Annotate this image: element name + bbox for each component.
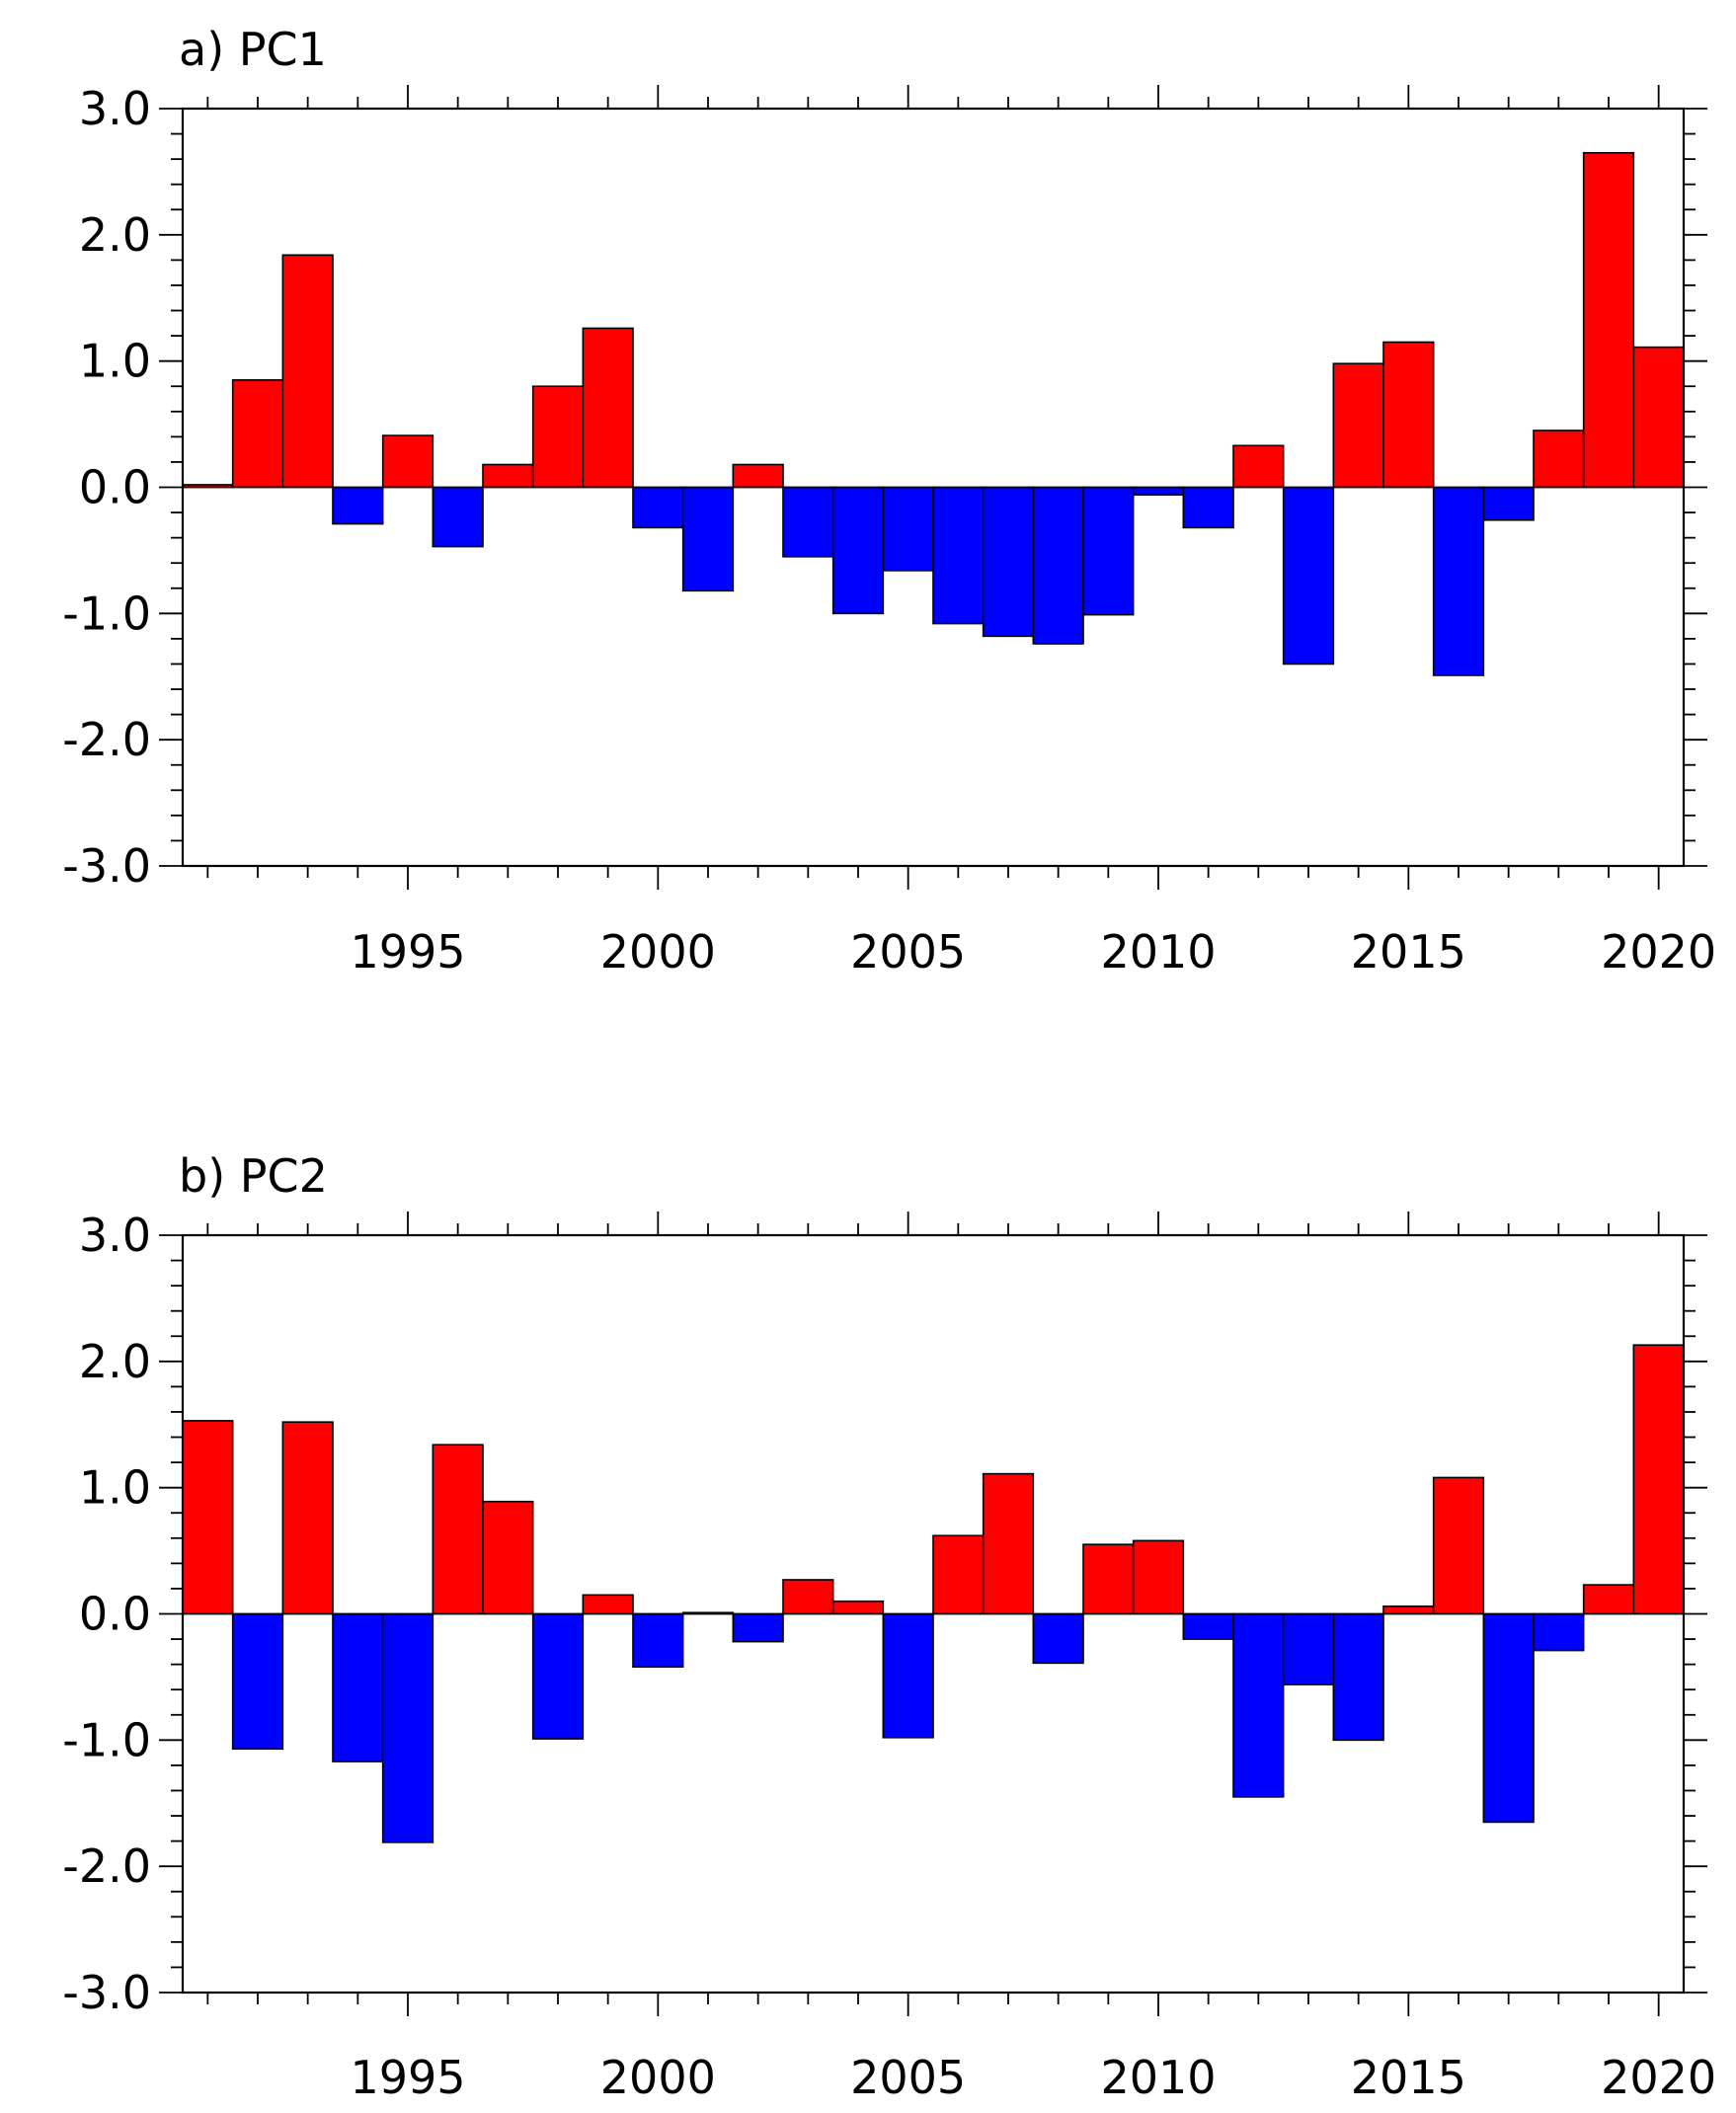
- bar-1996: [432, 1444, 484, 1615]
- x-tick-label: 2000: [600, 925, 716, 978]
- bar-1993: [281, 1421, 334, 1615]
- bar-1998: [531, 385, 585, 489]
- bar-1997: [482, 1500, 534, 1615]
- x-tick-label: 2005: [850, 925, 966, 978]
- bar-2013: [1282, 1612, 1335, 1685]
- bar-2011: [1182, 486, 1234, 529]
- bar-2010: [1132, 1539, 1185, 1615]
- bar-1996: [432, 486, 484, 548]
- x-tick-label: 2020: [1601, 925, 1716, 978]
- panel-title-pc1: a) PC1: [179, 23, 327, 76]
- x-tick-label: 2005: [850, 2051, 966, 2104]
- bar-2005: [882, 1612, 934, 1739]
- bar-2015: [1382, 341, 1435, 489]
- bar-1992: [231, 1612, 284, 1751]
- y-ticks: 3.0 2.0 1.0 0.0 -1.0 -2.0 -3.0: [62, 1209, 1707, 2019]
- x-tick-label: 2015: [1351, 925, 1466, 978]
- bar-2019: [1582, 151, 1635, 489]
- bar-2012: [1232, 444, 1285, 489]
- y-tick-label: -2.0: [62, 1839, 151, 1893]
- y-tick-label: 1.0: [79, 1461, 151, 1515]
- bar-2009: [1082, 1543, 1135, 1615]
- bar-2020: [1632, 1344, 1685, 1615]
- bar-2003: [782, 486, 834, 558]
- bar-2020: [1632, 346, 1685, 489]
- bar-2000: [632, 486, 684, 529]
- bar-2009: [1082, 486, 1135, 616]
- bar-2015: [1382, 1605, 1435, 1615]
- bar-2011: [1182, 1612, 1234, 1640]
- y-tick-label: 1.0: [79, 335, 151, 388]
- bar-2002: [732, 1612, 784, 1643]
- bar-1991: [182, 1420, 234, 1615]
- bar-2012: [1232, 1612, 1285, 1798]
- bar-2006: [932, 486, 985, 625]
- bar-2005: [882, 486, 934, 572]
- bar-2001: [681, 486, 735, 592]
- bar-2010: [1132, 486, 1185, 496]
- y-tick-label: -1.0: [62, 587, 151, 640]
- bar-2014: [1332, 362, 1384, 489]
- bar-2013: [1282, 486, 1335, 665]
- x-tick-label: 1995: [350, 925, 465, 978]
- y-tick-label: 0.0: [79, 461, 151, 514]
- x-ticks: 1995 2000 2005 2010 2015 2020: [206, 1212, 1716, 2104]
- panel-pc2: b) PC2 3.0 2.0 1.0 0.0 -1.0 -2.0 -3.0 1995 2000 2…: [62, 1149, 1716, 2104]
- bar-2004: [831, 1600, 885, 1615]
- x-ticks: 1995 2000 2005 2010 2015 2020: [206, 85, 1716, 978]
- x-tick-label: 2010: [1100, 2051, 1216, 2104]
- bar-2016: [1432, 486, 1485, 676]
- bar-2008: [1032, 486, 1084, 645]
- bars: [182, 151, 1685, 676]
- x-tick-label: 2020: [1601, 2051, 1716, 2104]
- bar-1995: [381, 434, 434, 489]
- bar-1998: [531, 1612, 585, 1740]
- y-tick-label: 2.0: [79, 1335, 151, 1388]
- bar-2007: [982, 1472, 1035, 1615]
- y-tick-label: 3.0: [79, 82, 151, 135]
- bar-1999: [582, 1594, 634, 1615]
- bar-2002: [732, 463, 784, 489]
- y-tick-label: 2.0: [79, 208, 151, 262]
- bar-2017: [1482, 1612, 1535, 1824]
- bar-2003: [782, 1579, 834, 1615]
- x-tick-label: 2000: [600, 2051, 716, 2104]
- y-tick-label: -2.0: [62, 713, 151, 766]
- bar-2007: [982, 486, 1035, 638]
- y-tick-label: -3.0: [62, 839, 151, 893]
- bar-1997: [482, 463, 534, 489]
- bar-1995: [381, 1612, 434, 1843]
- y-ticks: 3.0 2.0 1.0 0.0 -1.0 -2.0 -3.0: [62, 82, 1707, 893]
- x-tick-label: 2015: [1351, 2051, 1466, 2104]
- x-tick-label: 2010: [1100, 925, 1216, 978]
- y-tick-label: 3.0: [79, 1209, 151, 1262]
- panel-title-pc2: b) PC2: [179, 1149, 328, 1203]
- bar-2017: [1482, 486, 1535, 521]
- y-tick-label: 0.0: [79, 1588, 151, 1641]
- bar-2016: [1432, 1476, 1485, 1615]
- bars: [182, 1344, 1685, 1843]
- bar-2018: [1533, 1612, 1585, 1652]
- bar-2018: [1533, 430, 1585, 489]
- bar-1999: [582, 327, 634, 489]
- y-tick-label: -1.0: [62, 1713, 151, 1766]
- bar-2000: [632, 1612, 684, 1668]
- y-tick-label: -3.0: [62, 1966, 151, 2019]
- bar-1992: [231, 379, 284, 489]
- bar-1993: [281, 254, 334, 489]
- bar-1994: [332, 1612, 384, 1762]
- bar-2006: [932, 1534, 985, 1615]
- bar-1994: [332, 486, 384, 525]
- bar-2008: [1032, 1612, 1084, 1665]
- bar-2014: [1332, 1612, 1384, 1742]
- x-tick-label: 1995: [350, 2051, 465, 2104]
- panel-pc1: a) PC1 3.0 2.0 1.0 0.0 -1.0 -2.0 -3.0 1995 2000 2…: [62, 23, 1716, 978]
- bar-2019: [1582, 1584, 1635, 1615]
- bar-2004: [831, 486, 885, 615]
